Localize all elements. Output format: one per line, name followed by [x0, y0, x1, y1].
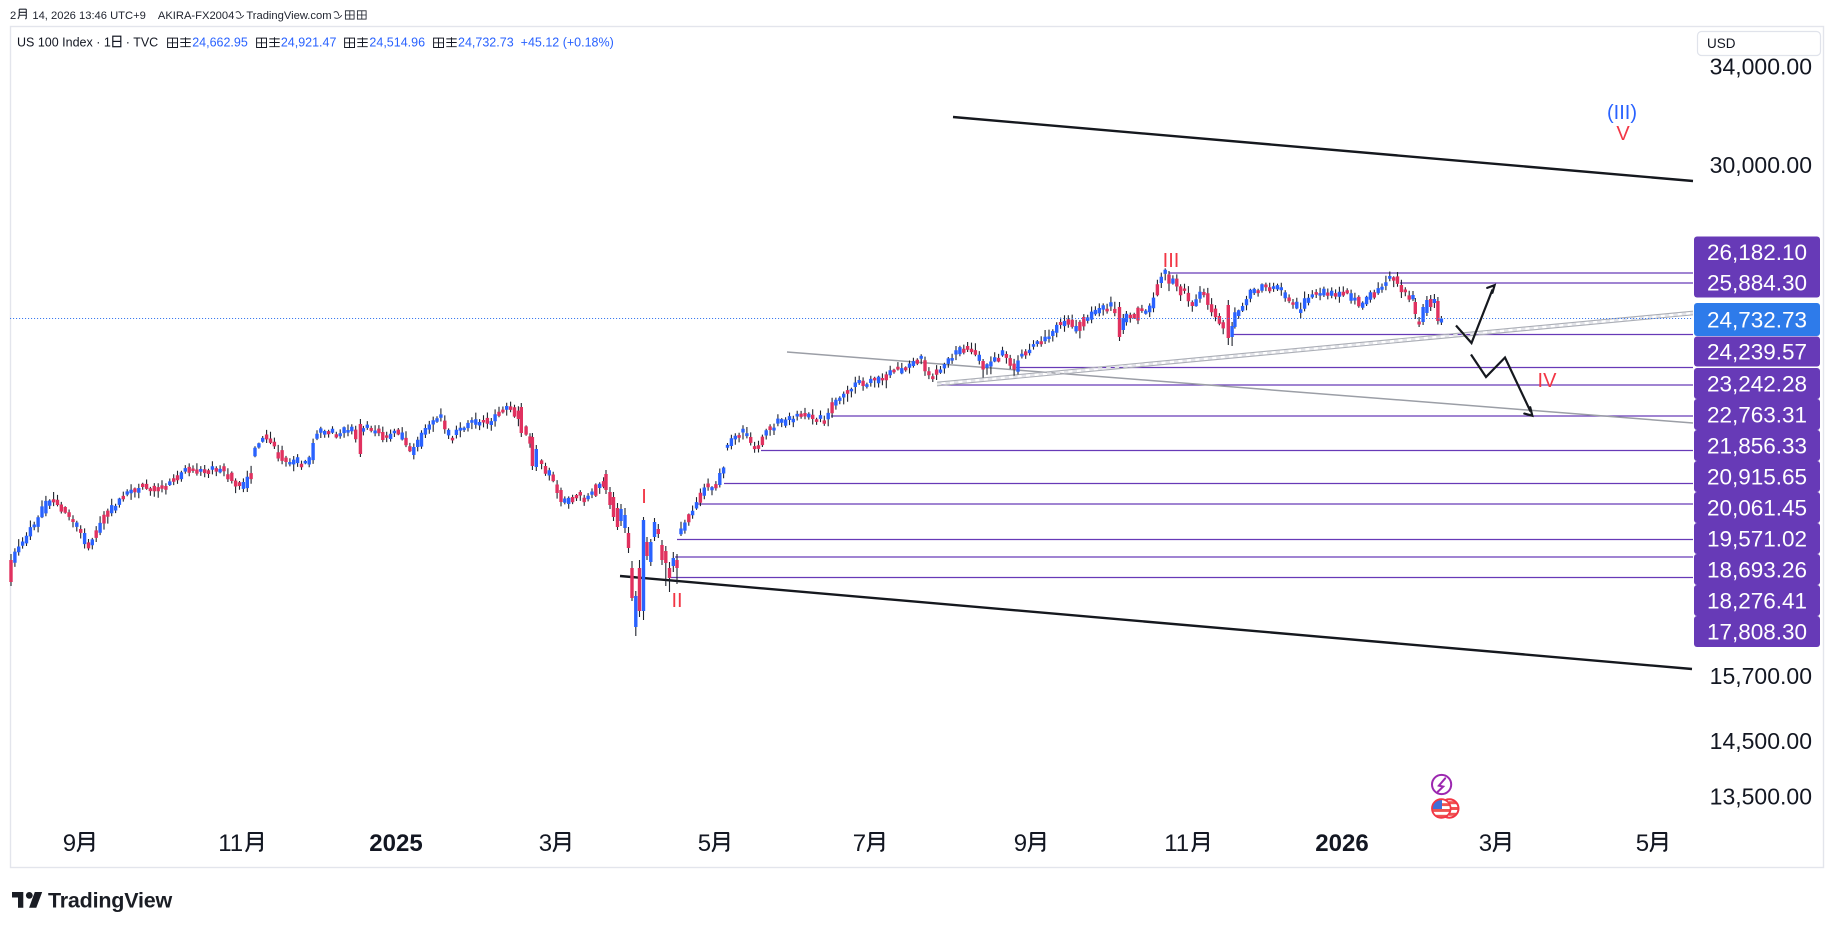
svg-text:3: 3	[539, 830, 552, 857]
svg-text:9: 9	[63, 830, 76, 857]
svg-text:18,693.26: 18,693.26	[1707, 557, 1807, 582]
svg-text:23,242.28: 23,242.28	[1707, 371, 1807, 396]
svg-text:USD: USD	[1707, 36, 1736, 51]
svg-text:34,000.00: 34,000.00	[1710, 54, 1812, 80]
svg-text:30,000.00: 30,000.00	[1710, 152, 1812, 178]
svg-text:20,915.65: 20,915.65	[1707, 464, 1807, 489]
svg-text:13,500.00: 13,500.00	[1710, 784, 1812, 810]
svg-text:9: 9	[1014, 830, 1027, 857]
svg-text:I: I	[641, 486, 647, 508]
svg-text:19,571.02: 19,571.02	[1707, 526, 1807, 551]
svg-text:5: 5	[1636, 830, 1649, 857]
svg-text:11: 11	[218, 830, 243, 857]
svg-text:V: V	[1616, 123, 1630, 145]
svg-text:3: 3	[1479, 830, 1492, 857]
svg-text:5: 5	[698, 830, 711, 857]
svg-text:7: 7	[853, 830, 866, 857]
svg-text:IV: IV	[1538, 370, 1558, 392]
svg-text:22,763.31: 22,763.31	[1707, 402, 1807, 427]
svg-text:20,061.45: 20,061.45	[1707, 495, 1807, 520]
svg-text:11: 11	[1164, 830, 1189, 857]
svg-text:14,500.00: 14,500.00	[1710, 728, 1812, 754]
svg-text:25,884.30: 25,884.30	[1707, 270, 1807, 295]
svg-text:18,276.41: 18,276.41	[1707, 588, 1807, 613]
svg-text:(III): (III)	[1607, 102, 1637, 124]
svg-text:2025: 2025	[369, 830, 422, 857]
svg-text:TradingView: TradingView	[48, 889, 173, 913]
svg-text:24,732.73: 24,732.73	[1707, 307, 1807, 332]
svg-text:26,182.10: 26,182.10	[1707, 240, 1807, 265]
svg-text:III: III	[1163, 250, 1180, 272]
svg-text:24,239.57: 24,239.57	[1707, 339, 1807, 364]
svg-text:II: II	[671, 590, 682, 612]
svg-text:21,856.33: 21,856.33	[1707, 433, 1807, 458]
svg-text:15,700.00: 15,700.00	[1710, 663, 1812, 689]
svg-text:2026: 2026	[1315, 830, 1368, 857]
svg-text:17,808.30: 17,808.30	[1707, 619, 1807, 644]
